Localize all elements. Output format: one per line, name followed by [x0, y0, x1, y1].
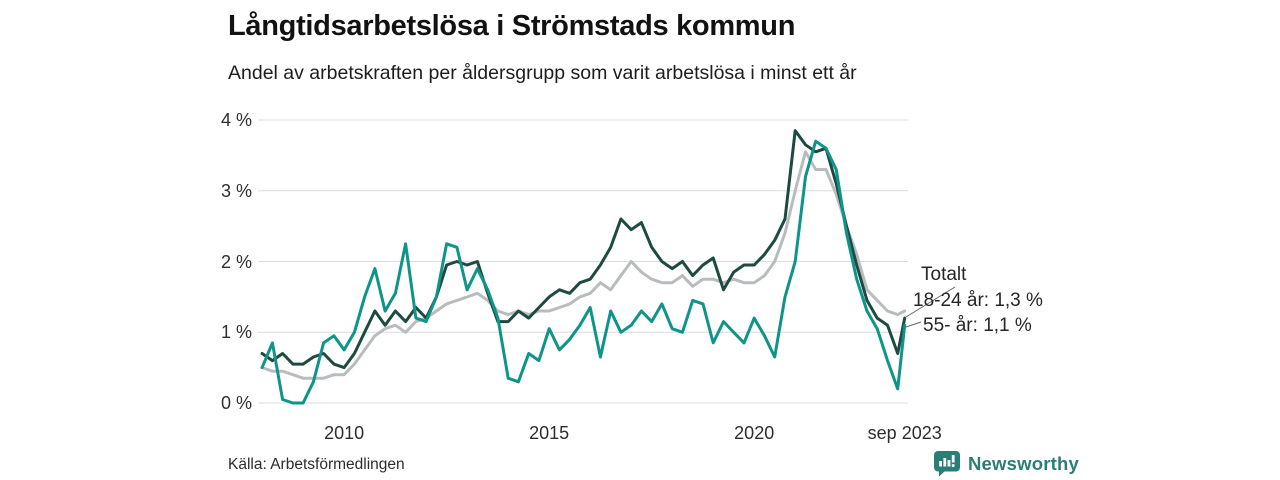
connector-55: [905, 321, 922, 328]
x-tick-label: 2020: [734, 423, 775, 443]
newsworthy-speech-bubble-chart-icon: [934, 451, 960, 477]
chart-title: Långtidsarbetslösa i Strömstads kommun: [228, 10, 796, 42]
series-label-55: 55- år: 1,1 %: [923, 315, 1032, 336]
series-label-totalt: Totalt: [921, 264, 967, 285]
series-line-18-24-r: [260, 150, 907, 380]
series-line-55-r: [260, 139, 907, 405]
y-tick-label: 0 %: [220, 393, 252, 413]
series-line-totalt: [260, 129, 907, 370]
newsworthy-logo: Newsworthy: [933, 450, 1079, 477]
series-label-18-24: 18-24 år: 1,3 %: [913, 290, 1043, 311]
y-tick-label: 3 %: [220, 180, 252, 201]
y-tick-label: 4 %: [220, 110, 252, 130]
newsworthy-wordmark: Newsworthy: [968, 452, 1079, 474]
chart-subtitle: Andel av arbetskraften per åldersgrupp s…: [228, 62, 857, 84]
y-tick-label: 2 %: [220, 251, 252, 272]
connector-totalt: [905, 286, 956, 318]
x-tick-label: 2015: [529, 423, 570, 443]
source-note: Källa: Arbetsförmedlingen: [228, 456, 405, 473]
x-tick-label: 2010: [324, 423, 365, 443]
y-tick-label: 1 %: [220, 322, 252, 343]
x-tick-label: sep 2023: [867, 423, 942, 443]
